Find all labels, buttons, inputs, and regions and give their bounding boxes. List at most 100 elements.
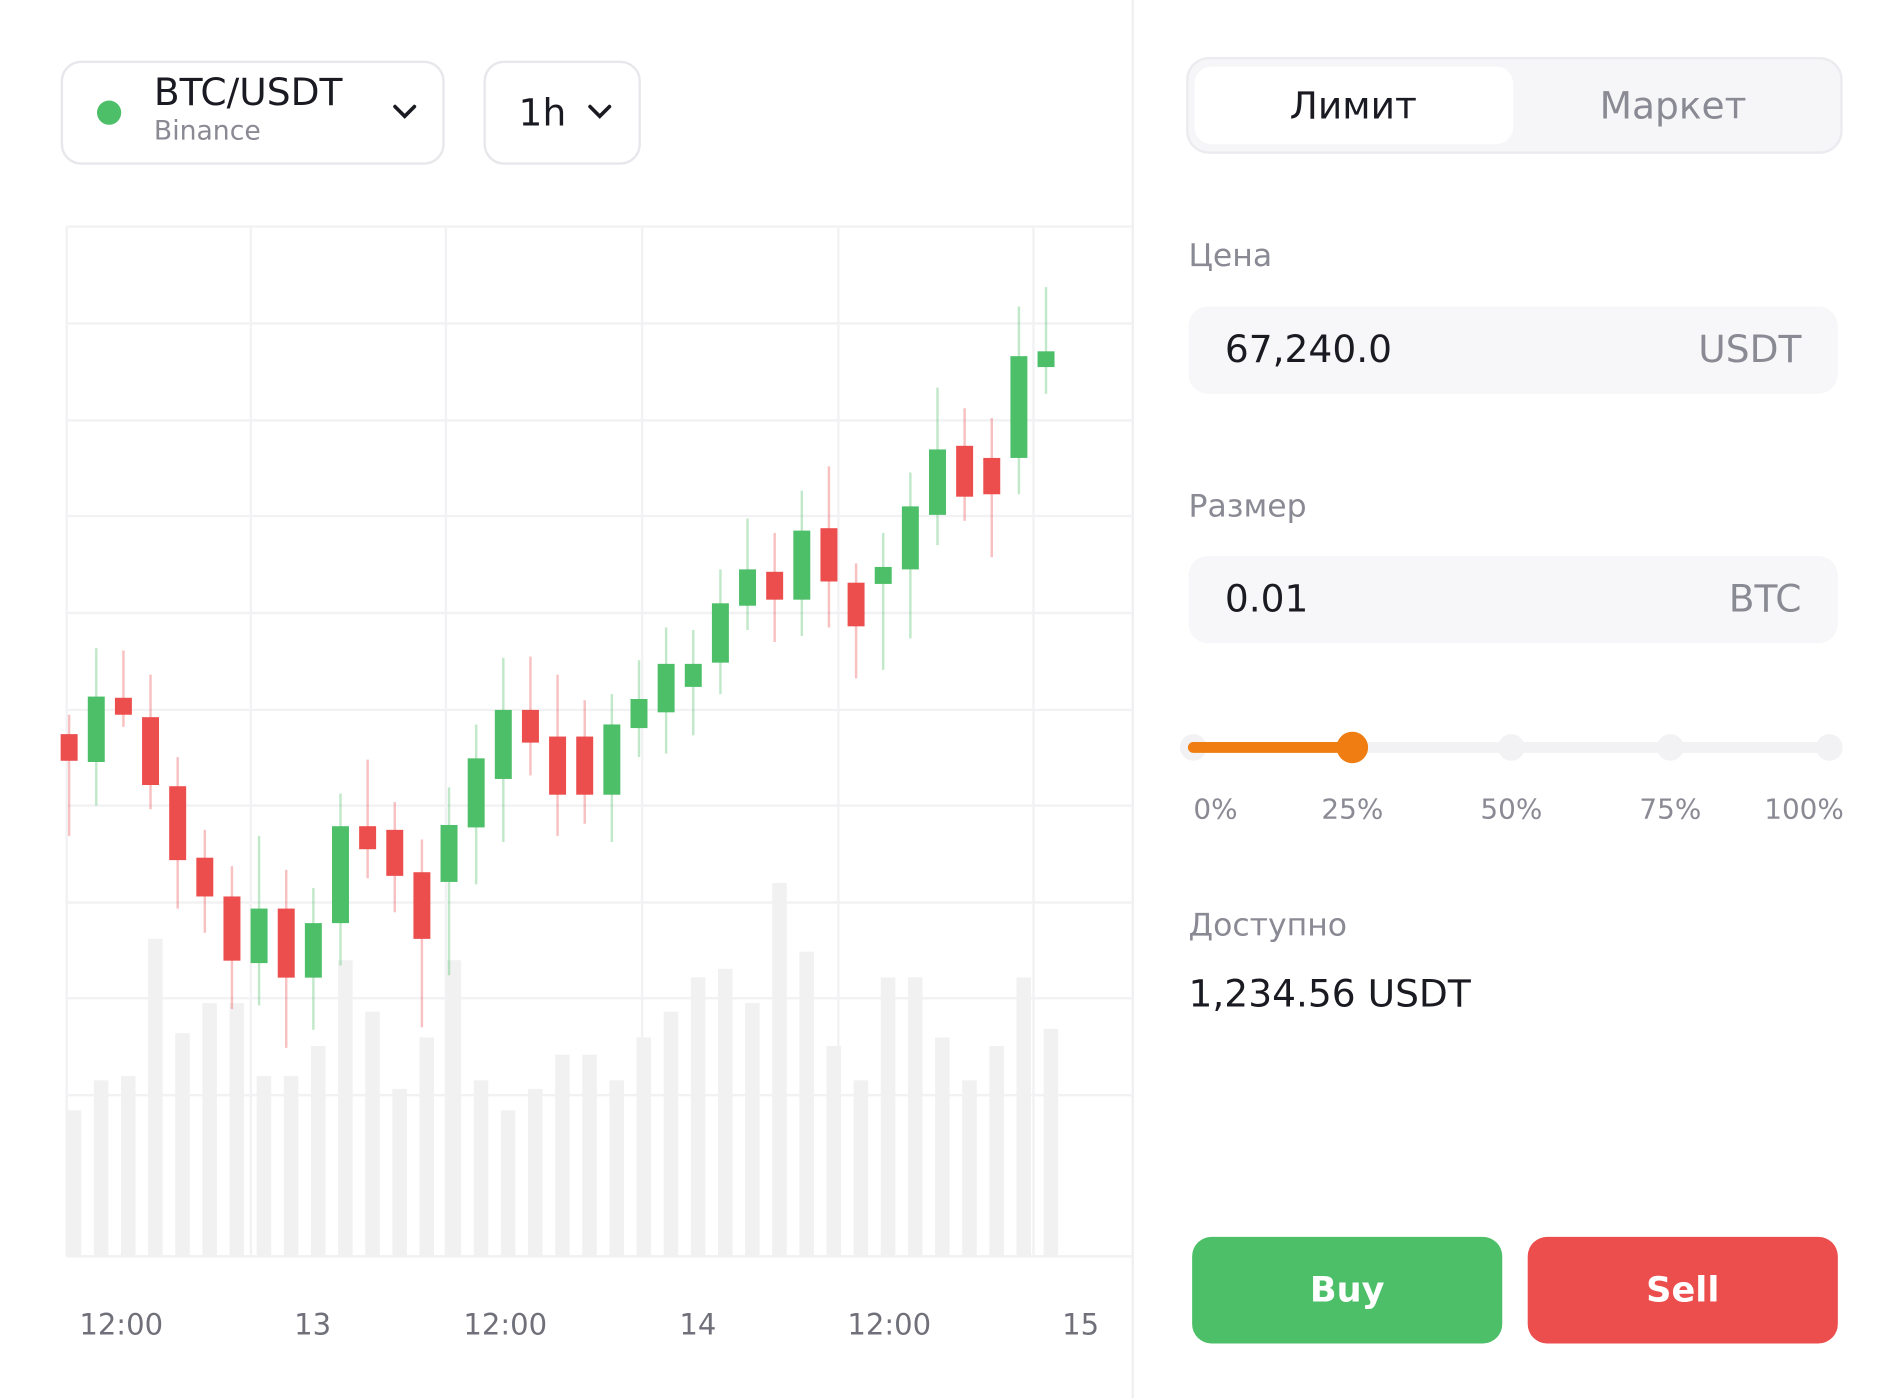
size-input[interactable] xyxy=(1188,556,1838,644)
chevron xyxy=(588,104,612,119)
price-input[interactable] xyxy=(1188,306,1838,394)
candle-body xyxy=(549,736,567,795)
slider-handle[interactable] xyxy=(1336,731,1369,764)
candle-body xyxy=(1010,356,1028,458)
candle-body xyxy=(1037,351,1055,368)
candle-body xyxy=(684,663,702,687)
candle-body xyxy=(87,696,105,762)
x-tick-label: 15 xyxy=(1062,1308,1099,1342)
volume-bar xyxy=(962,1080,977,1257)
x-tick-label: 13 xyxy=(294,1308,331,1342)
volume-bar xyxy=(175,1033,190,1257)
candle-body xyxy=(196,857,214,897)
candle-body xyxy=(983,457,1001,495)
size-value: 0.01 xyxy=(1225,576,1309,620)
volume-bar xyxy=(1043,1028,1059,1257)
candle-body xyxy=(739,569,757,606)
candle-body xyxy=(359,826,377,850)
chevron xyxy=(393,104,417,119)
candle-body xyxy=(630,699,648,729)
x-tick-label: 12:00 xyxy=(79,1308,163,1342)
candle-body xyxy=(521,709,539,743)
candle-body xyxy=(901,506,919,570)
volume-bar xyxy=(1016,977,1032,1257)
candle-body xyxy=(956,445,974,497)
slider-tick-label: 100% xyxy=(1764,792,1844,825)
volume-bar xyxy=(772,882,787,1257)
price-unit: USDT xyxy=(1698,327,1802,371)
volume-bar xyxy=(66,1110,82,1257)
pair-symbol: BTC/USDT xyxy=(154,70,344,114)
x-tick-label: 12:00 xyxy=(463,1308,547,1342)
volume-bar xyxy=(880,977,896,1257)
sell-label: Sell xyxy=(1646,1269,1719,1310)
candle-body xyxy=(114,697,132,715)
slider-stop xyxy=(1816,734,1843,761)
volume-bar xyxy=(419,1037,435,1257)
volume-bar xyxy=(148,938,163,1257)
slider-stop xyxy=(1498,734,1525,761)
volume-bar xyxy=(528,1088,543,1257)
volume-bar xyxy=(473,1080,489,1257)
volume-bar xyxy=(690,977,706,1257)
interval-selector[interactable] xyxy=(483,60,641,165)
volume-bar xyxy=(799,951,814,1257)
volume-bar xyxy=(310,1046,326,1257)
volume-bar xyxy=(446,960,462,1257)
volume-bar xyxy=(935,1037,950,1257)
volume-bar xyxy=(582,1054,597,1257)
volume-bar xyxy=(663,1011,679,1257)
candle-body xyxy=(820,528,838,582)
slider-stop xyxy=(1657,734,1684,761)
buy-label: Buy xyxy=(1310,1269,1385,1310)
interval: 1h xyxy=(519,91,567,135)
field-label: Доступно xyxy=(1188,908,1347,944)
candle-body xyxy=(657,663,675,713)
slider-tick-label: 25% xyxy=(1321,792,1383,825)
candle-body xyxy=(332,826,349,924)
slider-tick-label: 0% xyxy=(1193,792,1237,825)
candlestick-chart: 12:00 13 12:00 14 12:00 15 xyxy=(60,287,1099,1342)
candle-body xyxy=(304,923,322,978)
candle-body xyxy=(929,449,946,515)
volume-bar xyxy=(853,1080,869,1257)
volume-bar xyxy=(609,1080,624,1257)
volume-bar xyxy=(500,1110,516,1257)
candle-body xyxy=(142,717,160,786)
candle-body xyxy=(847,582,865,627)
volume-bar xyxy=(229,1003,245,1257)
tab-label: Лимит xyxy=(1290,83,1417,127)
size-slider[interactable]: 0% 25% 50% 75% 100% xyxy=(1180,731,1844,826)
candle-body xyxy=(793,530,811,600)
pair-selector[interactable] xyxy=(60,60,445,165)
candle-body xyxy=(440,824,458,882)
slider-tick-label: 50% xyxy=(1480,792,1542,825)
field-label: Размер xyxy=(1188,489,1306,525)
candle-body xyxy=(169,786,187,861)
volume-bar xyxy=(256,1076,272,1257)
slider-tick-label: 75% xyxy=(1639,792,1701,825)
volume-bar xyxy=(392,1088,407,1257)
candle-body xyxy=(576,736,594,795)
status-dot xyxy=(96,100,122,125)
volume-bar xyxy=(826,1046,842,1257)
volume-bar xyxy=(283,1076,299,1257)
volume-bar xyxy=(555,1054,570,1257)
candle-body xyxy=(413,872,431,939)
pair-exchange: Binance xyxy=(154,116,261,147)
candle-body xyxy=(766,571,784,600)
volume-bar xyxy=(120,1076,136,1257)
volume-bar xyxy=(745,1003,760,1257)
volume-bar xyxy=(636,1037,652,1257)
volume-bar xyxy=(717,968,733,1257)
tab-active[interactable] xyxy=(1194,66,1514,145)
volume-bar xyxy=(202,1003,217,1257)
sell-button[interactable] xyxy=(1527,1236,1838,1344)
volume-bar xyxy=(989,1046,1004,1257)
tab-label: Маркет xyxy=(1600,83,1747,127)
volume-bar xyxy=(907,977,923,1257)
candle-body xyxy=(494,709,512,779)
buy-button[interactable] xyxy=(1192,1236,1503,1344)
chart-grid xyxy=(65,225,1133,1258)
